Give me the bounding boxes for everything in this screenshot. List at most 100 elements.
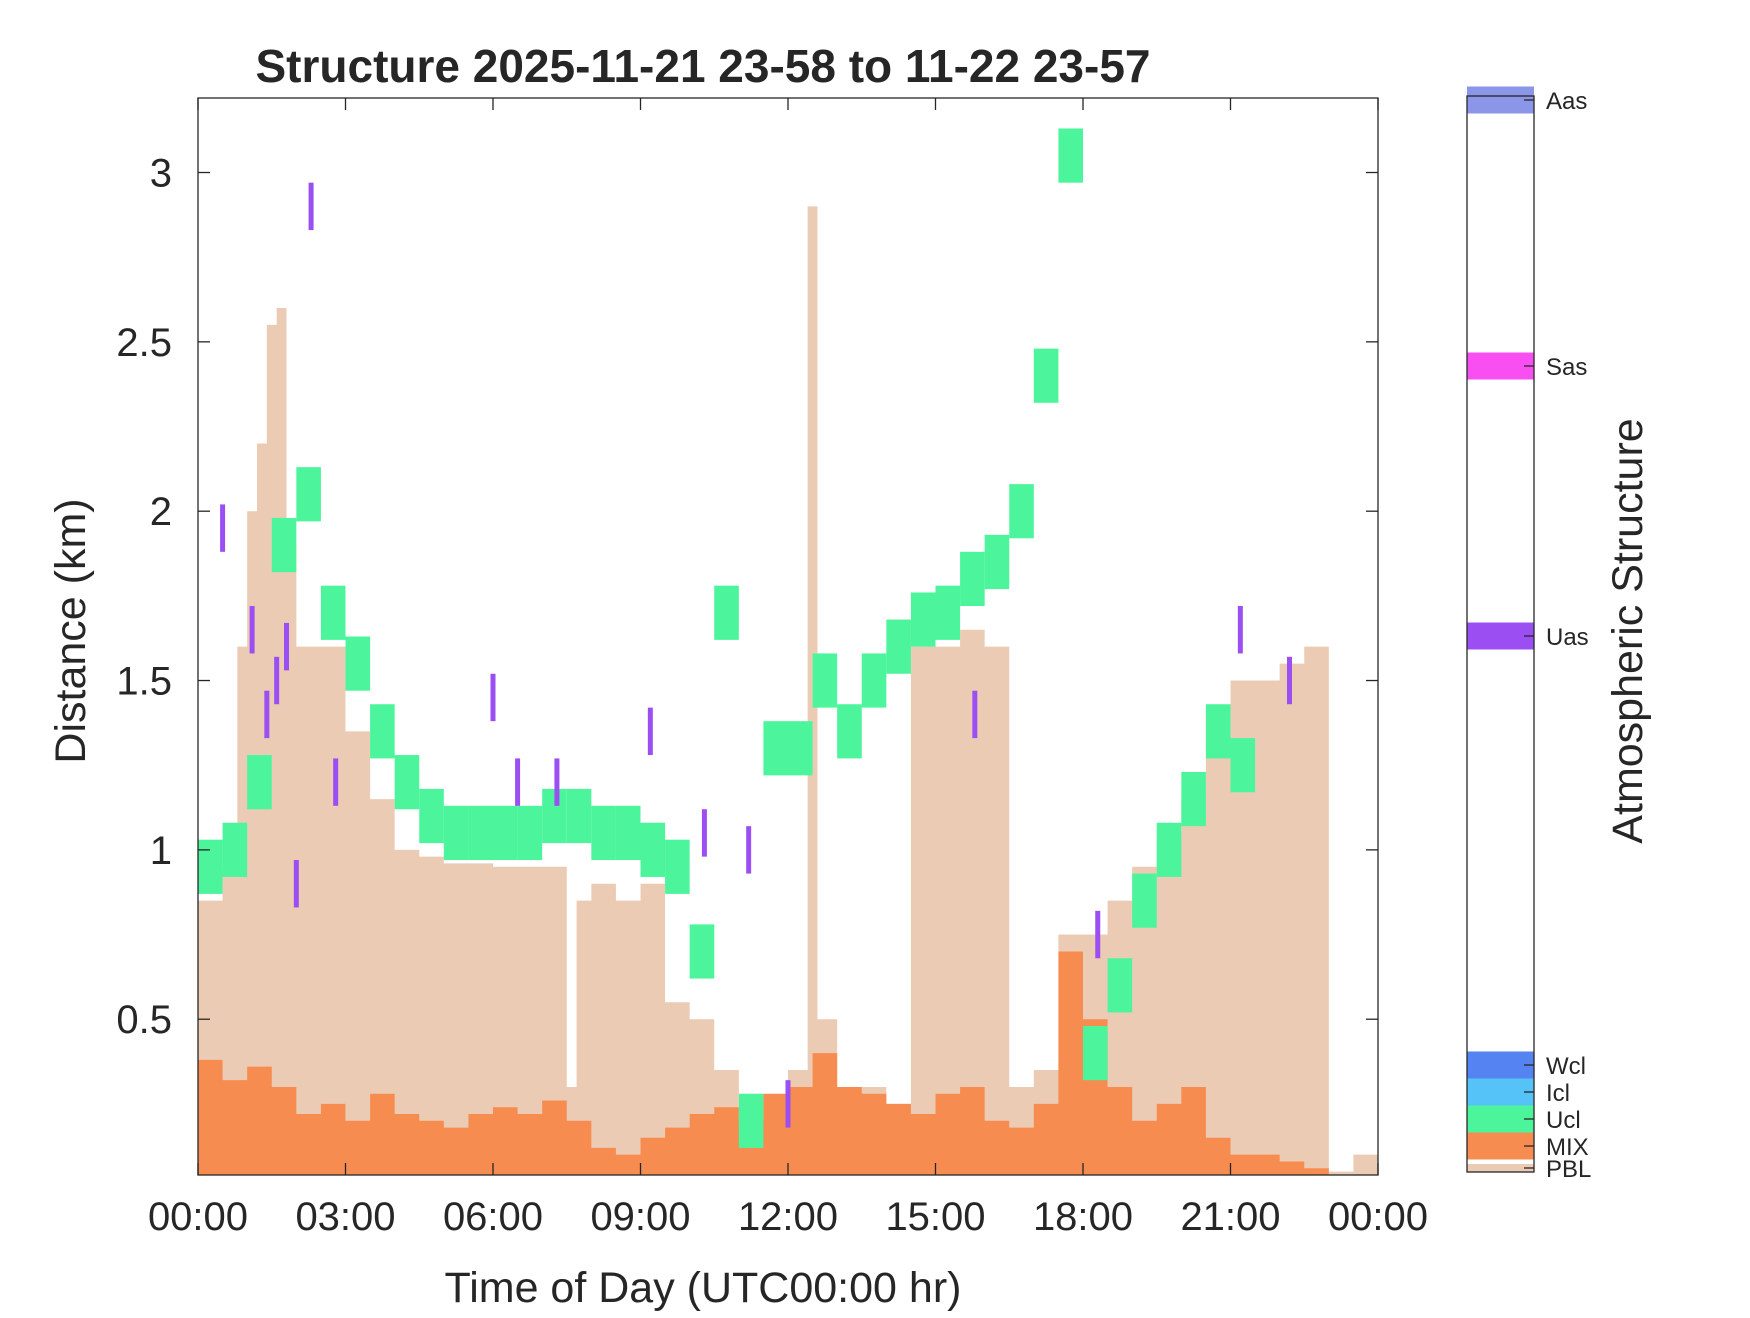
x-tick-label: 03:00 [295, 1195, 395, 1239]
colorbar-label-mix: MIX [1546, 1134, 1589, 1161]
colorbar-swatch-ucl [1467, 1105, 1534, 1133]
series-ucl-point [1033, 348, 1059, 403]
series-ucl-point [788, 721, 813, 776]
colorbar-label-ucl: Ucl [1546, 1107, 1581, 1134]
series-ucl-point [1058, 128, 1083, 183]
colorbar-label-aas: Aas [1546, 88, 1587, 115]
series-ucl-point [591, 805, 616, 861]
series-ucl-point [493, 805, 518, 861]
x-tick-label: 15:00 [885, 1195, 985, 1239]
y-tick-label: 3 [150, 152, 172, 196]
series-ucl-point [443, 805, 469, 861]
series-ucl-point [1009, 484, 1034, 539]
series-ucl-point [640, 822, 666, 877]
colorbar-swatch-icl [1467, 1078, 1534, 1106]
colorbar-swatch-sas [1467, 352, 1534, 380]
colorbar-label-wcl: Wcl [1546, 1053, 1586, 1080]
series-uas-point [293, 860, 299, 908]
series-uas-point [746, 826, 752, 874]
series-uas-point [220, 504, 226, 552]
plot-area [198, 128, 1378, 1175]
colorbar-swatch-aas [1467, 86, 1534, 114]
series-ucl-point [566, 788, 592, 844]
series-ucl-point [1132, 873, 1157, 928]
y-tick-label: 0.5 [116, 998, 172, 1042]
colorbar-swatch-pbl [1467, 1164, 1534, 1172]
x-tick-label: 21:00 [1180, 1195, 1280, 1239]
series-ucl-point [714, 585, 739, 640]
series-ucl-point [984, 534, 1010, 590]
series-uas-point [1095, 910, 1101, 959]
series-ucl-point [1181, 771, 1206, 827]
colorbar-label-pbl: PBL [1546, 1156, 1591, 1183]
colorbar-swatch-wcl [1467, 1051, 1534, 1079]
series-ucl-point [222, 822, 248, 877]
series-ucl-point [837, 704, 862, 759]
series-ucl-point [763, 721, 788, 776]
series-ucl-point [296, 467, 321, 522]
series-ucl-point [738, 1093, 764, 1148]
colorbar-label-uas: Uas [1546, 624, 1589, 651]
colorbar-label-icl: Icl [1546, 1080, 1570, 1107]
series-ucl-point [935, 585, 961, 640]
x-tick-label: 00:00 [1328, 1195, 1428, 1239]
series-uas-point [1287, 656, 1292, 705]
series-uas-point [308, 182, 314, 231]
x-tick-label: 18:00 [1033, 1195, 1133, 1239]
series-uas-point [333, 758, 339, 806]
series-ucl-point [198, 839, 223, 894]
series-ucl-point [812, 653, 838, 708]
x-axis-label: Time of Day (UTC00:00 hr) [445, 1264, 962, 1312]
series-ucl-point [517, 805, 543, 861]
y-tick-label: 2.5 [116, 321, 172, 365]
series-ucl-point [1083, 1025, 1108, 1081]
colorbar-label: Atmospheric Structure [1604, 418, 1652, 843]
series-mix-area [198, 951, 1378, 1175]
x-tick-label: 00:00 [148, 1195, 248, 1239]
axes: 00:00 03:00 06:00 09:00 12:00 15:00 18:00 21:00… [116, 97, 1428, 1239]
series-ucl-point [1107, 958, 1133, 1013]
series-uas-point [274, 656, 280, 705]
series-ucl-point [1205, 704, 1231, 759]
series-ucl-point [370, 704, 395, 759]
series-ucl-point [689, 924, 715, 979]
x-tick-label: 06:00 [443, 1195, 543, 1239]
series-ucl-point [419, 788, 444, 844]
y-tick-label: 1 [150, 829, 172, 873]
series-ucl-point [394, 755, 420, 810]
series-ucl-point [861, 653, 887, 708]
series-ucl-point [320, 585, 346, 640]
series-uas-point [701, 809, 707, 857]
y-tick-label: 1.5 [116, 660, 172, 704]
series-uas-point [647, 707, 653, 756]
series-uas-point [264, 690, 270, 739]
series-ucl-point [468, 805, 493, 861]
colorbar-swatch-mix [1467, 1132, 1534, 1160]
series-uas-point [785, 1080, 791, 1128]
series-ucl-point [247, 755, 272, 810]
colorbar-frame [1466, 95, 1535, 1173]
series-uas-point [1237, 606, 1243, 654]
series-ucl-point [271, 517, 297, 573]
chart-title: Structure 2025-11-21 23-58 to 11-22 23-5… [256, 40, 1151, 92]
series-pbl-area [198, 206, 1378, 1175]
series-ucl-point [1230, 738, 1256, 793]
series-uas-point [515, 758, 521, 806]
y-tick-label: 2 [150, 490, 172, 534]
y-axis-label: Distance (km) [47, 498, 95, 763]
colorbar-label-sas: Sas [1546, 354, 1587, 381]
series-ucl-point [665, 839, 690, 894]
series-ucl-point [345, 636, 371, 691]
series-uas-point [972, 690, 978, 739]
series-ucl-point [615, 805, 641, 861]
series-ucl-point [960, 551, 985, 607]
colorbar-swatch-uas [1467, 622, 1534, 650]
series-uas-point [284, 622, 289, 671]
series-uas-point [490, 673, 496, 722]
series-uas-point [554, 758, 560, 806]
series-uas-point [249, 606, 255, 654]
x-tick-label: 09:00 [590, 1195, 690, 1239]
